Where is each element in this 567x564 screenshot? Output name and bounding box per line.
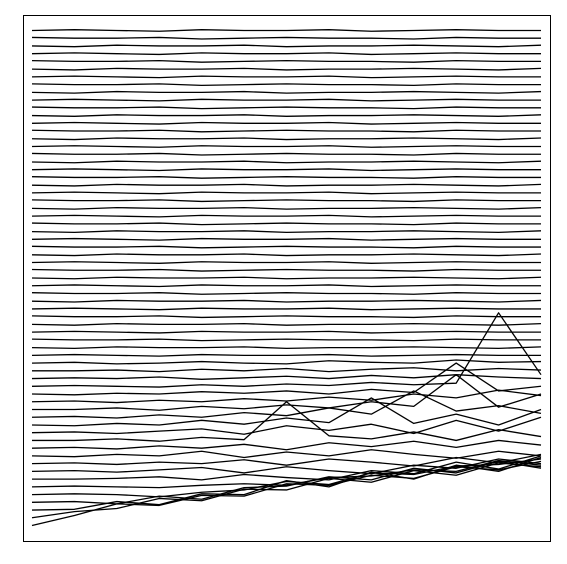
series-line bbox=[32, 455, 542, 481]
series-line bbox=[31, 312, 542, 388]
series-line bbox=[31, 453, 542, 467]
series-line bbox=[31, 389, 542, 404]
series-line bbox=[31, 397, 542, 427]
series-line bbox=[31, 121, 541, 125]
series-line bbox=[31, 449, 542, 459]
series-line bbox=[31, 330, 541, 334]
series-line bbox=[31, 338, 541, 342]
series-line bbox=[31, 245, 541, 249]
series-line bbox=[31, 456, 542, 511]
series-line bbox=[31, 36, 541, 40]
series-line bbox=[31, 299, 542, 303]
series-line bbox=[31, 59, 541, 63]
series-line bbox=[31, 114, 542, 117]
series-line bbox=[31, 214, 541, 218]
series-line bbox=[31, 362, 542, 396]
series-line bbox=[31, 460, 542, 505]
series-line bbox=[31, 222, 541, 226]
series-line bbox=[31, 90, 542, 94]
series-line bbox=[31, 284, 541, 288]
lines bbox=[31, 29, 542, 527]
series-line bbox=[32, 401, 542, 442]
series-line bbox=[31, 390, 542, 419]
series-line bbox=[31, 253, 542, 257]
series-line bbox=[31, 67, 542, 71]
series-line bbox=[31, 152, 541, 156]
series-line bbox=[31, 459, 542, 489]
series-line bbox=[31, 230, 542, 234]
series-line bbox=[31, 183, 542, 187]
series-line bbox=[31, 346, 542, 350]
series-line bbox=[31, 315, 541, 319]
series-line bbox=[31, 160, 542, 164]
series-line bbox=[32, 367, 542, 373]
series-line bbox=[31, 206, 542, 210]
series-line bbox=[31, 168, 541, 172]
series-line bbox=[31, 261, 541, 264]
series-line bbox=[31, 374, 542, 380]
series-line bbox=[31, 199, 541, 203]
series-line bbox=[31, 458, 542, 498]
series-line bbox=[31, 145, 541, 148]
series-line bbox=[31, 129, 541, 133]
series-line bbox=[31, 98, 541, 102]
series-line bbox=[31, 416, 542, 435]
series-line bbox=[31, 268, 541, 272]
series-line bbox=[31, 137, 542, 141]
series-line bbox=[31, 83, 541, 87]
series-line bbox=[31, 322, 542, 326]
series-line bbox=[31, 276, 542, 280]
series-line bbox=[31, 75, 541, 79]
series-line bbox=[31, 176, 541, 179]
series-line bbox=[31, 359, 542, 365]
series-line bbox=[31, 462, 542, 519]
series-line bbox=[31, 292, 541, 295]
series-line bbox=[31, 237, 541, 241]
series-line bbox=[31, 106, 541, 110]
series-line bbox=[31, 44, 542, 48]
series-line bbox=[31, 458, 542, 475]
series-line bbox=[31, 307, 541, 311]
series-line bbox=[31, 29, 541, 32]
series-line bbox=[31, 439, 542, 451]
series-line bbox=[31, 52, 541, 56]
series-line bbox=[31, 191, 541, 195]
series-line bbox=[31, 353, 541, 357]
